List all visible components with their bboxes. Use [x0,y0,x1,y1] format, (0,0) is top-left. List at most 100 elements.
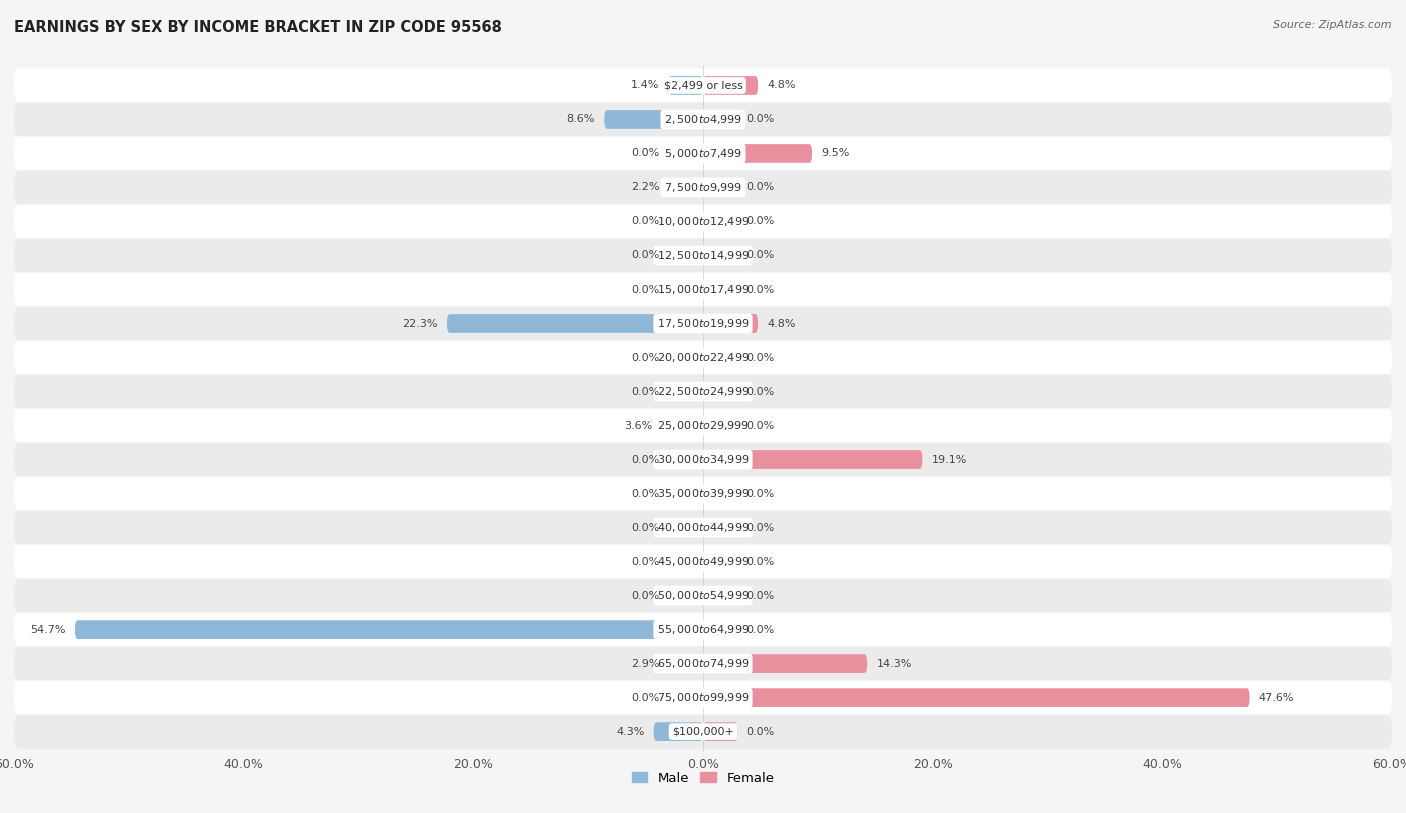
Text: 54.7%: 54.7% [31,624,66,635]
FancyBboxPatch shape [14,442,1392,476]
FancyBboxPatch shape [703,280,738,299]
Text: $65,000 to $74,999: $65,000 to $74,999 [657,657,749,670]
Text: 3.6%: 3.6% [624,420,652,431]
Text: $2,499 or less: $2,499 or less [664,80,742,90]
Text: 22.3%: 22.3% [402,319,437,328]
FancyBboxPatch shape [14,680,1392,715]
Text: 14.3%: 14.3% [876,659,911,668]
Text: EARNINGS BY SEX BY INCOME BRACKET IN ZIP CODE 95568: EARNINGS BY SEX BY INCOME BRACKET IN ZIP… [14,20,502,35]
FancyBboxPatch shape [14,272,1392,307]
FancyBboxPatch shape [703,518,738,537]
FancyBboxPatch shape [669,144,703,163]
Text: 0.0%: 0.0% [747,115,775,124]
Text: $40,000 to $44,999: $40,000 to $44,999 [657,521,749,534]
FancyBboxPatch shape [669,76,703,95]
FancyBboxPatch shape [703,144,813,163]
Text: 0.0%: 0.0% [631,386,659,397]
FancyBboxPatch shape [669,689,703,707]
Text: 0.0%: 0.0% [747,557,775,567]
Text: 0.0%: 0.0% [747,420,775,431]
FancyBboxPatch shape [14,137,1392,171]
FancyBboxPatch shape [605,110,703,128]
Text: 2.9%: 2.9% [631,659,659,668]
Text: 0.0%: 0.0% [747,727,775,737]
FancyBboxPatch shape [703,654,868,673]
Text: $30,000 to $34,999: $30,000 to $34,999 [657,453,749,466]
Text: 0.0%: 0.0% [747,523,775,533]
FancyBboxPatch shape [669,586,703,605]
FancyBboxPatch shape [14,511,1392,545]
FancyBboxPatch shape [75,620,703,639]
FancyBboxPatch shape [703,246,738,265]
FancyBboxPatch shape [669,552,703,571]
FancyBboxPatch shape [14,205,1392,238]
Text: 0.0%: 0.0% [747,250,775,260]
Legend: Male, Female: Male, Female [626,767,780,790]
Text: $5,000 to $7,499: $5,000 to $7,499 [664,147,742,160]
FancyBboxPatch shape [14,307,1392,341]
Text: 0.0%: 0.0% [747,590,775,601]
FancyBboxPatch shape [14,409,1392,442]
Text: 0.0%: 0.0% [747,624,775,635]
FancyBboxPatch shape [14,579,1392,612]
FancyBboxPatch shape [14,68,1392,102]
FancyBboxPatch shape [14,102,1392,137]
FancyBboxPatch shape [703,212,738,231]
Text: $15,000 to $17,499: $15,000 to $17,499 [657,283,749,296]
FancyBboxPatch shape [703,552,738,571]
Text: 0.0%: 0.0% [747,489,775,498]
FancyBboxPatch shape [703,348,738,367]
FancyBboxPatch shape [669,178,703,197]
FancyBboxPatch shape [669,246,703,265]
FancyBboxPatch shape [703,110,738,128]
Text: 0.0%: 0.0% [631,693,659,702]
FancyBboxPatch shape [14,238,1392,272]
Text: 0.0%: 0.0% [747,285,775,294]
FancyBboxPatch shape [14,715,1392,749]
FancyBboxPatch shape [703,416,738,435]
Text: 0.0%: 0.0% [631,285,659,294]
Text: $25,000 to $29,999: $25,000 to $29,999 [657,419,749,432]
Text: $55,000 to $64,999: $55,000 to $64,999 [657,623,749,636]
FancyBboxPatch shape [703,620,738,639]
FancyBboxPatch shape [14,646,1392,680]
FancyBboxPatch shape [14,341,1392,375]
FancyBboxPatch shape [669,485,703,503]
FancyBboxPatch shape [447,314,703,333]
Text: 0.0%: 0.0% [747,353,775,363]
FancyBboxPatch shape [703,76,758,95]
Text: 4.3%: 4.3% [616,727,644,737]
Text: 47.6%: 47.6% [1258,693,1295,702]
FancyBboxPatch shape [703,689,1250,707]
Text: 4.8%: 4.8% [768,80,796,90]
FancyBboxPatch shape [14,545,1392,579]
Text: 2.2%: 2.2% [631,182,659,193]
Text: $12,500 to $14,999: $12,500 to $14,999 [657,249,749,262]
Text: 0.0%: 0.0% [631,489,659,498]
FancyBboxPatch shape [669,348,703,367]
Text: $17,500 to $19,999: $17,500 to $19,999 [657,317,749,330]
Text: 0.0%: 0.0% [747,386,775,397]
Text: $35,000 to $39,999: $35,000 to $39,999 [657,487,749,500]
Text: 0.0%: 0.0% [631,590,659,601]
Text: 1.4%: 1.4% [631,80,659,90]
Text: 0.0%: 0.0% [631,216,659,227]
FancyBboxPatch shape [703,485,738,503]
Text: $20,000 to $22,499: $20,000 to $22,499 [657,351,749,364]
FancyBboxPatch shape [14,171,1392,205]
Text: 0.0%: 0.0% [631,557,659,567]
FancyBboxPatch shape [14,375,1392,409]
Text: $2,500 to $4,999: $2,500 to $4,999 [664,113,742,126]
FancyBboxPatch shape [14,476,1392,511]
Text: 0.0%: 0.0% [747,216,775,227]
FancyBboxPatch shape [669,450,703,469]
Text: $100,000+: $100,000+ [672,727,734,737]
Text: $22,500 to $24,999: $22,500 to $24,999 [657,385,749,398]
FancyBboxPatch shape [703,722,738,741]
FancyBboxPatch shape [662,416,703,435]
FancyBboxPatch shape [703,382,738,401]
Text: 9.5%: 9.5% [821,149,849,159]
Text: 0.0%: 0.0% [631,353,659,363]
Text: 0.0%: 0.0% [631,250,659,260]
Text: 19.1%: 19.1% [932,454,967,464]
